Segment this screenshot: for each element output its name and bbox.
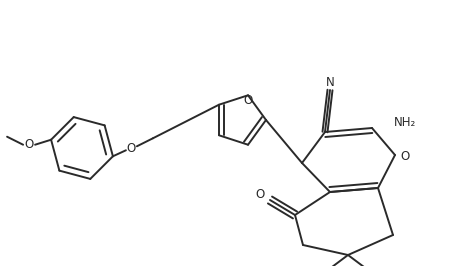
Text: O: O (24, 138, 34, 151)
Text: N: N (326, 76, 334, 89)
Text: O: O (400, 151, 410, 164)
Text: O: O (256, 189, 265, 202)
Text: NH₂: NH₂ (394, 117, 416, 130)
Text: O: O (126, 142, 136, 155)
Text: O: O (243, 94, 253, 107)
